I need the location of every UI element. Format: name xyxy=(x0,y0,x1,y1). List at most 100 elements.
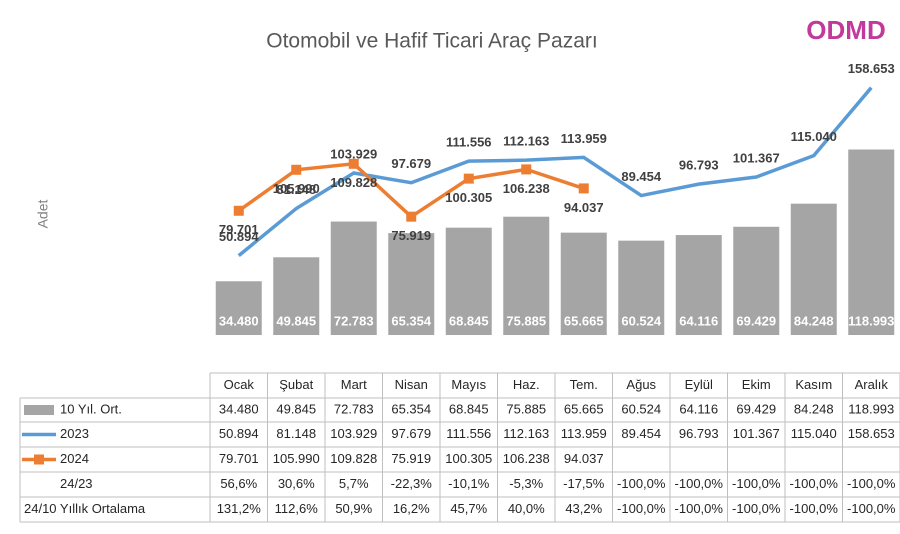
data-label: 106.238 xyxy=(503,181,550,196)
table-cell: 69.429 xyxy=(736,401,776,416)
table-cell: 64.116 xyxy=(679,401,718,416)
bar xyxy=(790,203,837,335)
bar xyxy=(618,240,665,335)
table-cell: 43,2% xyxy=(565,501,602,516)
data-label: 94.037 xyxy=(564,200,604,215)
bar-label: 69.429 xyxy=(736,313,776,328)
table-cell: 84.248 xyxy=(794,401,834,416)
table-cell: 105.990 xyxy=(273,451,320,466)
bar xyxy=(215,281,262,335)
table-cell: 158.653 xyxy=(848,426,895,441)
data-label: 81.148 xyxy=(276,182,316,197)
table-cell: -100,0% xyxy=(790,476,839,491)
column-header: Mayıs xyxy=(451,377,486,392)
table-cell: 118.993 xyxy=(848,401,894,416)
table-cell: 81.148 xyxy=(276,426,316,441)
data-label: 97.679 xyxy=(391,156,431,171)
marker xyxy=(578,183,589,194)
bar-label: 65.354 xyxy=(391,313,432,328)
table-cell: 131,2% xyxy=(217,501,262,516)
table-cell: 103.929 xyxy=(330,426,377,441)
table-cell: -22,3% xyxy=(391,476,433,491)
data-label: 112.163 xyxy=(503,134,549,149)
legend-label: 2024 xyxy=(60,451,89,466)
data-label: 79.701 xyxy=(219,222,259,237)
legend-label: 2023 xyxy=(60,426,89,441)
bar-label: 60.524 xyxy=(621,313,662,328)
table-cell: -100,0% xyxy=(675,501,724,516)
table-cell: 45,7% xyxy=(450,501,487,516)
table-cell: 106.238 xyxy=(503,451,550,466)
table-cell: 75.885 xyxy=(506,401,546,416)
table-cell: 40,0% xyxy=(508,501,545,516)
column-header: Ekim xyxy=(742,377,771,392)
table-cell: 111.556 xyxy=(446,426,491,441)
table-cell: -5,3% xyxy=(509,476,543,491)
table-cell: 16,2% xyxy=(393,501,430,516)
table-cell: -100,0% xyxy=(732,476,781,491)
table-cell: 56,6% xyxy=(220,476,257,491)
marker xyxy=(521,164,532,175)
table-cell: 68.845 xyxy=(449,401,489,416)
bar-label: 72.783 xyxy=(334,313,374,328)
bar-label: 65.665 xyxy=(564,313,604,328)
column-header: Eylül xyxy=(685,377,713,392)
data-label: 111.556 xyxy=(446,135,492,150)
legend-label: 10 Yıl. Ort. xyxy=(60,401,122,416)
bar xyxy=(560,232,607,335)
y-axis-label: Adet xyxy=(35,199,51,228)
table-cell: 34.480 xyxy=(219,401,259,416)
column-header: Kasım xyxy=(795,377,832,392)
column-header: Tem. xyxy=(570,377,598,392)
marker xyxy=(463,173,474,184)
bar-label: 118.993 xyxy=(848,313,894,328)
data-label: 101.367 xyxy=(733,150,780,165)
table-cell: 75.919 xyxy=(391,451,431,466)
logo: ODMD xyxy=(806,15,885,45)
table-cell: -100,0% xyxy=(847,501,896,516)
bar-label: 34.480 xyxy=(219,313,259,328)
bar-label: 84.248 xyxy=(794,313,834,328)
table-cell: -100,0% xyxy=(617,476,666,491)
table-cell: 89.454 xyxy=(621,426,661,441)
table-cell: 101.367 xyxy=(733,426,780,441)
table-cell: 109.828 xyxy=(330,451,377,466)
table-cell: 115.040 xyxy=(791,426,837,441)
column-header: Şubat xyxy=(279,377,313,392)
data-label: 50.894 xyxy=(219,229,260,244)
bar-label: 68.845 xyxy=(449,313,489,328)
table-cell: 72.783 xyxy=(334,401,374,416)
table-cell: 50,9% xyxy=(335,501,372,516)
marker xyxy=(291,164,302,175)
table-cell: -100,0% xyxy=(675,476,724,491)
column-header: Mart xyxy=(341,377,367,392)
table-cell: 65.354 xyxy=(391,401,431,416)
data-label: 75.919 xyxy=(391,228,431,243)
table-cell: 94.037 xyxy=(564,451,604,466)
bar xyxy=(848,149,895,335)
column-header: Nisan xyxy=(395,377,428,392)
table-cell: 5,7% xyxy=(339,476,369,491)
data-label: 113.959 xyxy=(561,131,607,146)
table-cell: 30,6% xyxy=(278,476,315,491)
bar xyxy=(388,233,435,335)
bar xyxy=(733,226,780,335)
table-cell: 100.305 xyxy=(445,451,492,466)
data-label: 96.793 xyxy=(679,158,719,173)
row-label: 24/10 Yıllık Ortalama xyxy=(24,501,146,516)
bar-label: 49.845 xyxy=(276,313,316,328)
chart-title: Otomobil ve Hafif Ticari Araç Pazarı xyxy=(266,30,597,53)
table-cell: 112,6% xyxy=(275,501,319,516)
marker xyxy=(348,158,359,169)
column-header: Ağus xyxy=(626,377,656,392)
line xyxy=(237,86,873,258)
data-label: 115.040 xyxy=(791,129,837,144)
bar xyxy=(445,227,492,335)
legend-marker xyxy=(34,454,44,465)
table-cell: -17,5% xyxy=(563,476,605,491)
marker xyxy=(406,211,417,222)
table-cell: 50.894 xyxy=(219,426,259,441)
bar xyxy=(503,216,550,335)
table-cell: -100,0% xyxy=(790,501,839,516)
table-cell: -10,1% xyxy=(448,476,490,491)
